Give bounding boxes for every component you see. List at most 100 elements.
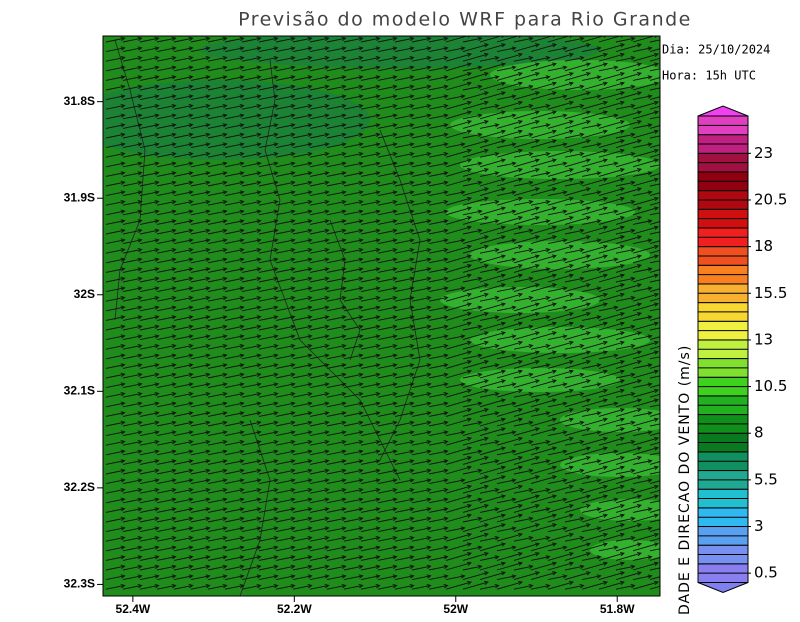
- wind-arrow: [428, 315, 449, 321]
- wind-arrow: [428, 526, 449, 533]
- wind-arrow: [275, 391, 296, 398]
- wind-arrow: [428, 372, 449, 379]
- wind-arrow: [598, 235, 625, 245]
- wind-arrow: [360, 526, 381, 533]
- wind-arrow: [360, 190, 381, 197]
- wind-arrow: [394, 55, 415, 62]
- wind-arrow: [581, 507, 602, 513]
- wind-arrow: [292, 276, 313, 283]
- wind-arrow: [598, 436, 625, 446]
- wind-arrow: [479, 247, 500, 254]
- wind-arrow: [513, 120, 540, 129]
- wind-arrow: [377, 36, 398, 43]
- wind-arrow: [581, 411, 602, 417]
- wind-arrow: [105, 324, 126, 331]
- wind-arrow: [564, 199, 585, 206]
- wind-arrow: [156, 449, 177, 456]
- wind-arrow: [581, 273, 608, 283]
- wind-arrow: [156, 555, 177, 561]
- wind-arrow: [360, 497, 381, 504]
- wind-arrow: [649, 384, 660, 389]
- wind-arrow: [343, 171, 364, 177]
- wind-arrow: [479, 555, 500, 561]
- wind-arrow: [649, 537, 660, 542]
- wind-arrow: [343, 324, 364, 331]
- wind-arrow: [649, 153, 660, 158]
- wind-arrow: [360, 459, 381, 465]
- wind-arrow: [428, 487, 449, 494]
- wind-arrow: [564, 55, 585, 62]
- wind-arrow: [615, 283, 642, 293]
- wind-arrow: [241, 315, 262, 321]
- wind-arrow: [394, 199, 415, 206]
- wind-arrow: [513, 295, 534, 302]
- wind-arrow: [428, 516, 449, 523]
- wind-arrow: [309, 161, 330, 168]
- wind-arrow: [564, 206, 591, 216]
- wind-arrow: [649, 48, 660, 53]
- wind-arrow: [513, 43, 540, 53]
- wind-arrow: [615, 84, 636, 91]
- wind-arrow: [275, 286, 296, 293]
- wind-arrow: [275, 411, 296, 417]
- wind-arrow: [564, 379, 591, 389]
- wind-arrow: [156, 276, 177, 283]
- wind-arrow: [377, 113, 398, 120]
- wind-arrow: [598, 360, 625, 369]
- wind-arrow: [564, 446, 591, 456]
- wind-arrow: [309, 449, 330, 456]
- wind-arrow: [241, 132, 262, 139]
- wind-arrow: [139, 219, 160, 225]
- wind-arrow: [275, 267, 296, 273]
- wind-arrow: [445, 552, 472, 561]
- wind-arrow: [649, 231, 660, 235]
- wind-arrow: [394, 295, 415, 302]
- wind-arrow: [292, 315, 313, 321]
- wind-arrow: [156, 238, 177, 245]
- wind-arrow: [581, 580, 608, 590]
- wind-arrow: [139, 267, 160, 273]
- wind-arrow: [615, 494, 642, 504]
- wind-arrow: [343, 305, 364, 312]
- wind-arrow: [530, 171, 551, 177]
- wind-arrow: [581, 388, 608, 398]
- wind-arrow: [326, 459, 347, 465]
- wind-arrow: [581, 148, 608, 158]
- wind-arrow: [156, 353, 177, 360]
- wind-arrow: [275, 209, 296, 216]
- wind-arrow: [462, 436, 489, 446]
- wind-arrow: [479, 494, 506, 504]
- wind-arrow: [445, 225, 472, 235]
- wind-arrow: [564, 372, 585, 379]
- wind-arrow: [377, 583, 398, 590]
- wind-arrow: [598, 497, 619, 504]
- wind-arrow: [224, 180, 245, 187]
- wind-arrow: [275, 459, 296, 465]
- wind-arrow: [615, 456, 642, 465]
- wind-arrow: [513, 427, 540, 437]
- wind-arrow: [241, 420, 262, 427]
- wind-arrow: [190, 142, 211, 149]
- wind-arrow: [173, 315, 194, 321]
- wind-arrow: [207, 372, 228, 379]
- wind-arrow: [360, 199, 381, 206]
- wind-arrow: [139, 94, 160, 101]
- wind-arrow: [462, 516, 483, 523]
- wind-arrow: [173, 286, 194, 293]
- wind-arrow: [411, 161, 432, 168]
- wind-arrow: [309, 555, 330, 561]
- wind-arrow: [649, 269, 660, 273]
- wind-arrow: [462, 312, 489, 321]
- wind-arrow: [105, 516, 126, 523]
- wind-arrow: [564, 542, 591, 552]
- wind-arrow: [479, 391, 500, 398]
- wind-arrow: [479, 459, 500, 465]
- wind-arrow: [173, 190, 194, 197]
- wind-arrow: [309, 401, 330, 408]
- wind-arrow: [513, 151, 534, 158]
- wind-arrow: [513, 331, 540, 341]
- wind-arrow: [428, 55, 449, 62]
- wind-arrow: [547, 244, 574, 254]
- wind-arrow: [479, 427, 506, 437]
- wind-arrow: [292, 459, 313, 465]
